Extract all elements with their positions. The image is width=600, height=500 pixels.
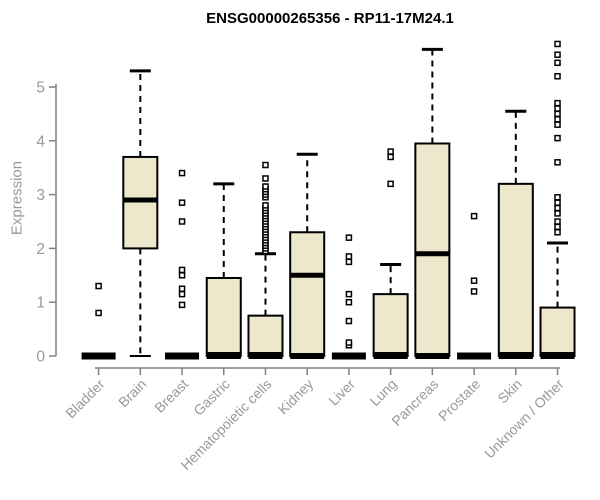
x-tick-label: Prostate: [435, 376, 483, 424]
box-unknown-other-outlier: [554, 110, 561, 118]
box-hematopoietic-cells-outlier: [262, 202, 269, 209]
x-tick-label: Unknown / Other: [481, 376, 567, 462]
box-liver-outlier: [345, 290, 353, 298]
chart-title: ENSG00000265356 - RP11-17M24.1: [206, 10, 454, 27]
box-breast-outlier: [178, 169, 186, 177]
box-breast-outlier: [178, 301, 186, 309]
box-prostate-collapsed: [457, 352, 492, 360]
x-tick-label: Liver: [325, 376, 358, 409]
box-unknown-other-outlier: [554, 210, 561, 217]
box-unknown-other: [539, 306, 576, 357]
box-unknown-other-outlier: [554, 229, 561, 236]
box-unknown-other-outlier: [554, 218, 561, 225]
x-tick-label: Brain: [115, 376, 149, 410]
box-unknown-other-outlier: [554, 99, 561, 107]
y-axis-label: Expression: [8, 160, 26, 236]
box-hematopoietic-cells-median: [248, 352, 283, 359]
box-hematopoietic-cells-outlier: [262, 183, 269, 190]
y-tick-label: 5: [36, 80, 45, 97]
y-tick-label: 3: [36, 187, 45, 204]
box-bladder-collapsed: [81, 352, 116, 360]
x-tick-label: Breast: [151, 376, 191, 416]
y-tick-label: 4: [36, 133, 45, 150]
box-breast-outlier: [178, 218, 186, 225]
box-prostate-outlier: [470, 288, 478, 295]
box-unknown-other-outlier: [554, 194, 561, 201]
box-breast-outlier: [178, 285, 186, 292]
box-unknown-other-outlier: [554, 204, 561, 212]
box-unknown-other-median: [540, 352, 575, 359]
box-breast-collapsed: [165, 352, 200, 360]
box-lung: [372, 293, 409, 358]
box-liver-outlier: [345, 298, 353, 306]
box-lung-median: [373, 352, 408, 359]
box-breast-outlier: [178, 266, 186, 274]
box-liver-outlier: [345, 339, 353, 346]
box-hematopoietic-cells: [247, 314, 284, 357]
box-liver-outlier: [345, 258, 353, 266]
box-pancreas: [414, 142, 451, 357]
box-unknown-other-outlier: [554, 72, 561, 80]
box-skin-median: [498, 352, 533, 359]
x-tick-label: Bladder: [62, 376, 108, 422]
box-pancreas-bottom-edge: [415, 353, 450, 359]
x-tick-label: Lung: [366, 376, 399, 409]
box-unknown-other-outlier: [554, 105, 561, 112]
box-brain: [122, 155, 159, 250]
box-liver-outlier: [345, 253, 353, 260]
box-prostate-outlier: [470, 212, 478, 220]
box-unknown-other-outlier: [554, 51, 561, 58]
box-gastric-median: [206, 352, 241, 359]
box-unknown-other-outlier: [554, 134, 561, 142]
box-liver-outlier: [345, 317, 353, 325]
box-lung-outlier: [387, 153, 394, 161]
box-unknown-other-outlier: [554, 116, 561, 123]
box-liver-outlier: [345, 234, 353, 241]
box-lung-outlier: [387, 180, 394, 188]
box-hematopoietic-cells-outlier: [262, 175, 269, 182]
box-unknown-other-outlier: [554, 40, 561, 48]
y-tick-label: 2: [36, 241, 45, 258]
y-tick-label: 0: [36, 349, 45, 366]
box-skin: [497, 182, 534, 357]
box-unknown-other-outlier: [554, 199, 561, 206]
box-hematopoietic-cells-outlier: [262, 161, 269, 169]
box-breast-outlier: [178, 199, 186, 206]
box-lung-outlier: [387, 148, 394, 155]
x-tick-label: Skin: [494, 376, 525, 407]
box-unknown-other-outlier: [554, 59, 561, 67]
y-tick-label: 1: [36, 295, 45, 312]
box-gastric: [205, 276, 242, 357]
box-kidney-bottom-edge: [290, 353, 325, 359]
box-liver-collapsed: [331, 352, 366, 360]
box-breast-outlier: [178, 272, 186, 279]
box-kidney: [289, 231, 326, 357]
box-unknown-other-outlier: [554, 159, 561, 166]
box-breast-outlier: [178, 290, 186, 298]
box-bladder-outlier: [95, 282, 102, 290]
box-prostate-outlier: [470, 277, 478, 284]
x-tick-label: Kidney: [275, 376, 317, 418]
box-unknown-other-outlier: [554, 223, 561, 231]
box-bladder-outlier: [95, 309, 102, 317]
box-unknown-other-outlier: [554, 121, 561, 128]
